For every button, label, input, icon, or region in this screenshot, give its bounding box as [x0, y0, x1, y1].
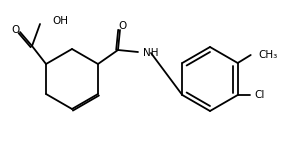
Text: O: O	[11, 25, 19, 35]
Text: O: O	[119, 21, 127, 31]
Text: NH: NH	[143, 48, 158, 58]
Text: OH: OH	[52, 16, 68, 26]
Text: CH₃: CH₃	[259, 50, 278, 60]
Text: Cl: Cl	[255, 90, 265, 100]
